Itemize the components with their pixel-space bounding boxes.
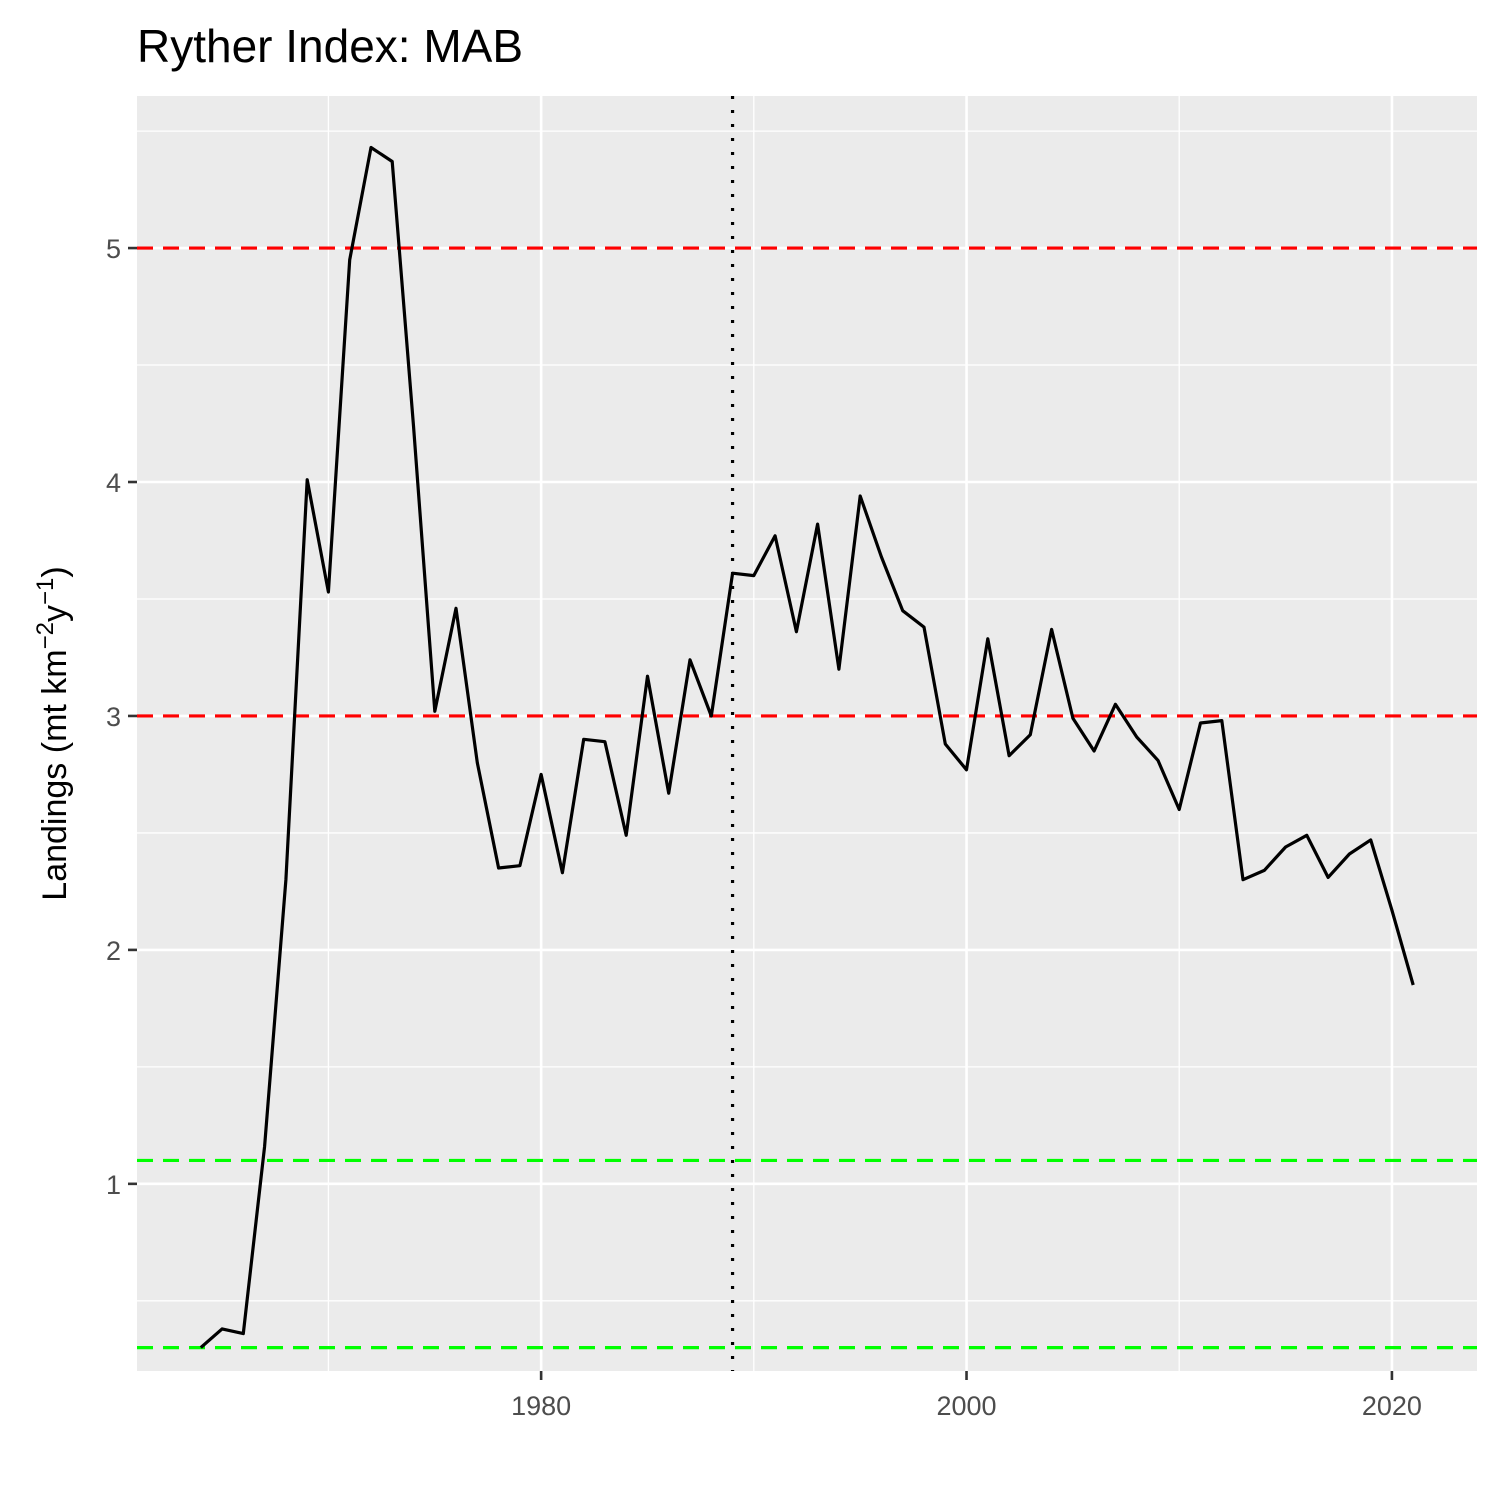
x-tick-label: 2000	[936, 1391, 996, 1421]
plot-panel	[137, 96, 1477, 1371]
y-axis-title-suffix: )	[36, 566, 74, 577]
y-axis-title-mid: y	[36, 605, 74, 622]
chart-title: Ryther Index: MAB	[137, 20, 523, 72]
x-tick-label: 1980	[511, 1391, 571, 1421]
y-tick-label: 4	[106, 468, 121, 498]
minor-grid	[137, 96, 1477, 1371]
axis-ticks	[128, 246, 1394, 1380]
tick-labels: 1 2 3 4 5 1980 2000 2020	[106, 234, 1422, 1421]
series-line	[199, 145, 1415, 1349]
y-tick-label: 2	[106, 936, 121, 966]
x-tick-label: 2020	[1362, 1391, 1422, 1421]
reference-lines	[137, 96, 1477, 1371]
series-layer	[199, 145, 1415, 1349]
y-tick-label: 3	[106, 702, 121, 732]
y-tick-label: 5	[106, 234, 121, 264]
y-axis-title-prefix: Landings (mt km	[36, 649, 74, 900]
y-axis-title-sup2: −1	[32, 578, 59, 605]
major-grid	[137, 96, 1477, 1371]
y-axis-title-sup1: −2	[32, 622, 59, 649]
y-axis-title: Landings (mt km−2y−1)	[32, 566, 75, 900]
y-tick-label: 1	[106, 1170, 121, 1200]
